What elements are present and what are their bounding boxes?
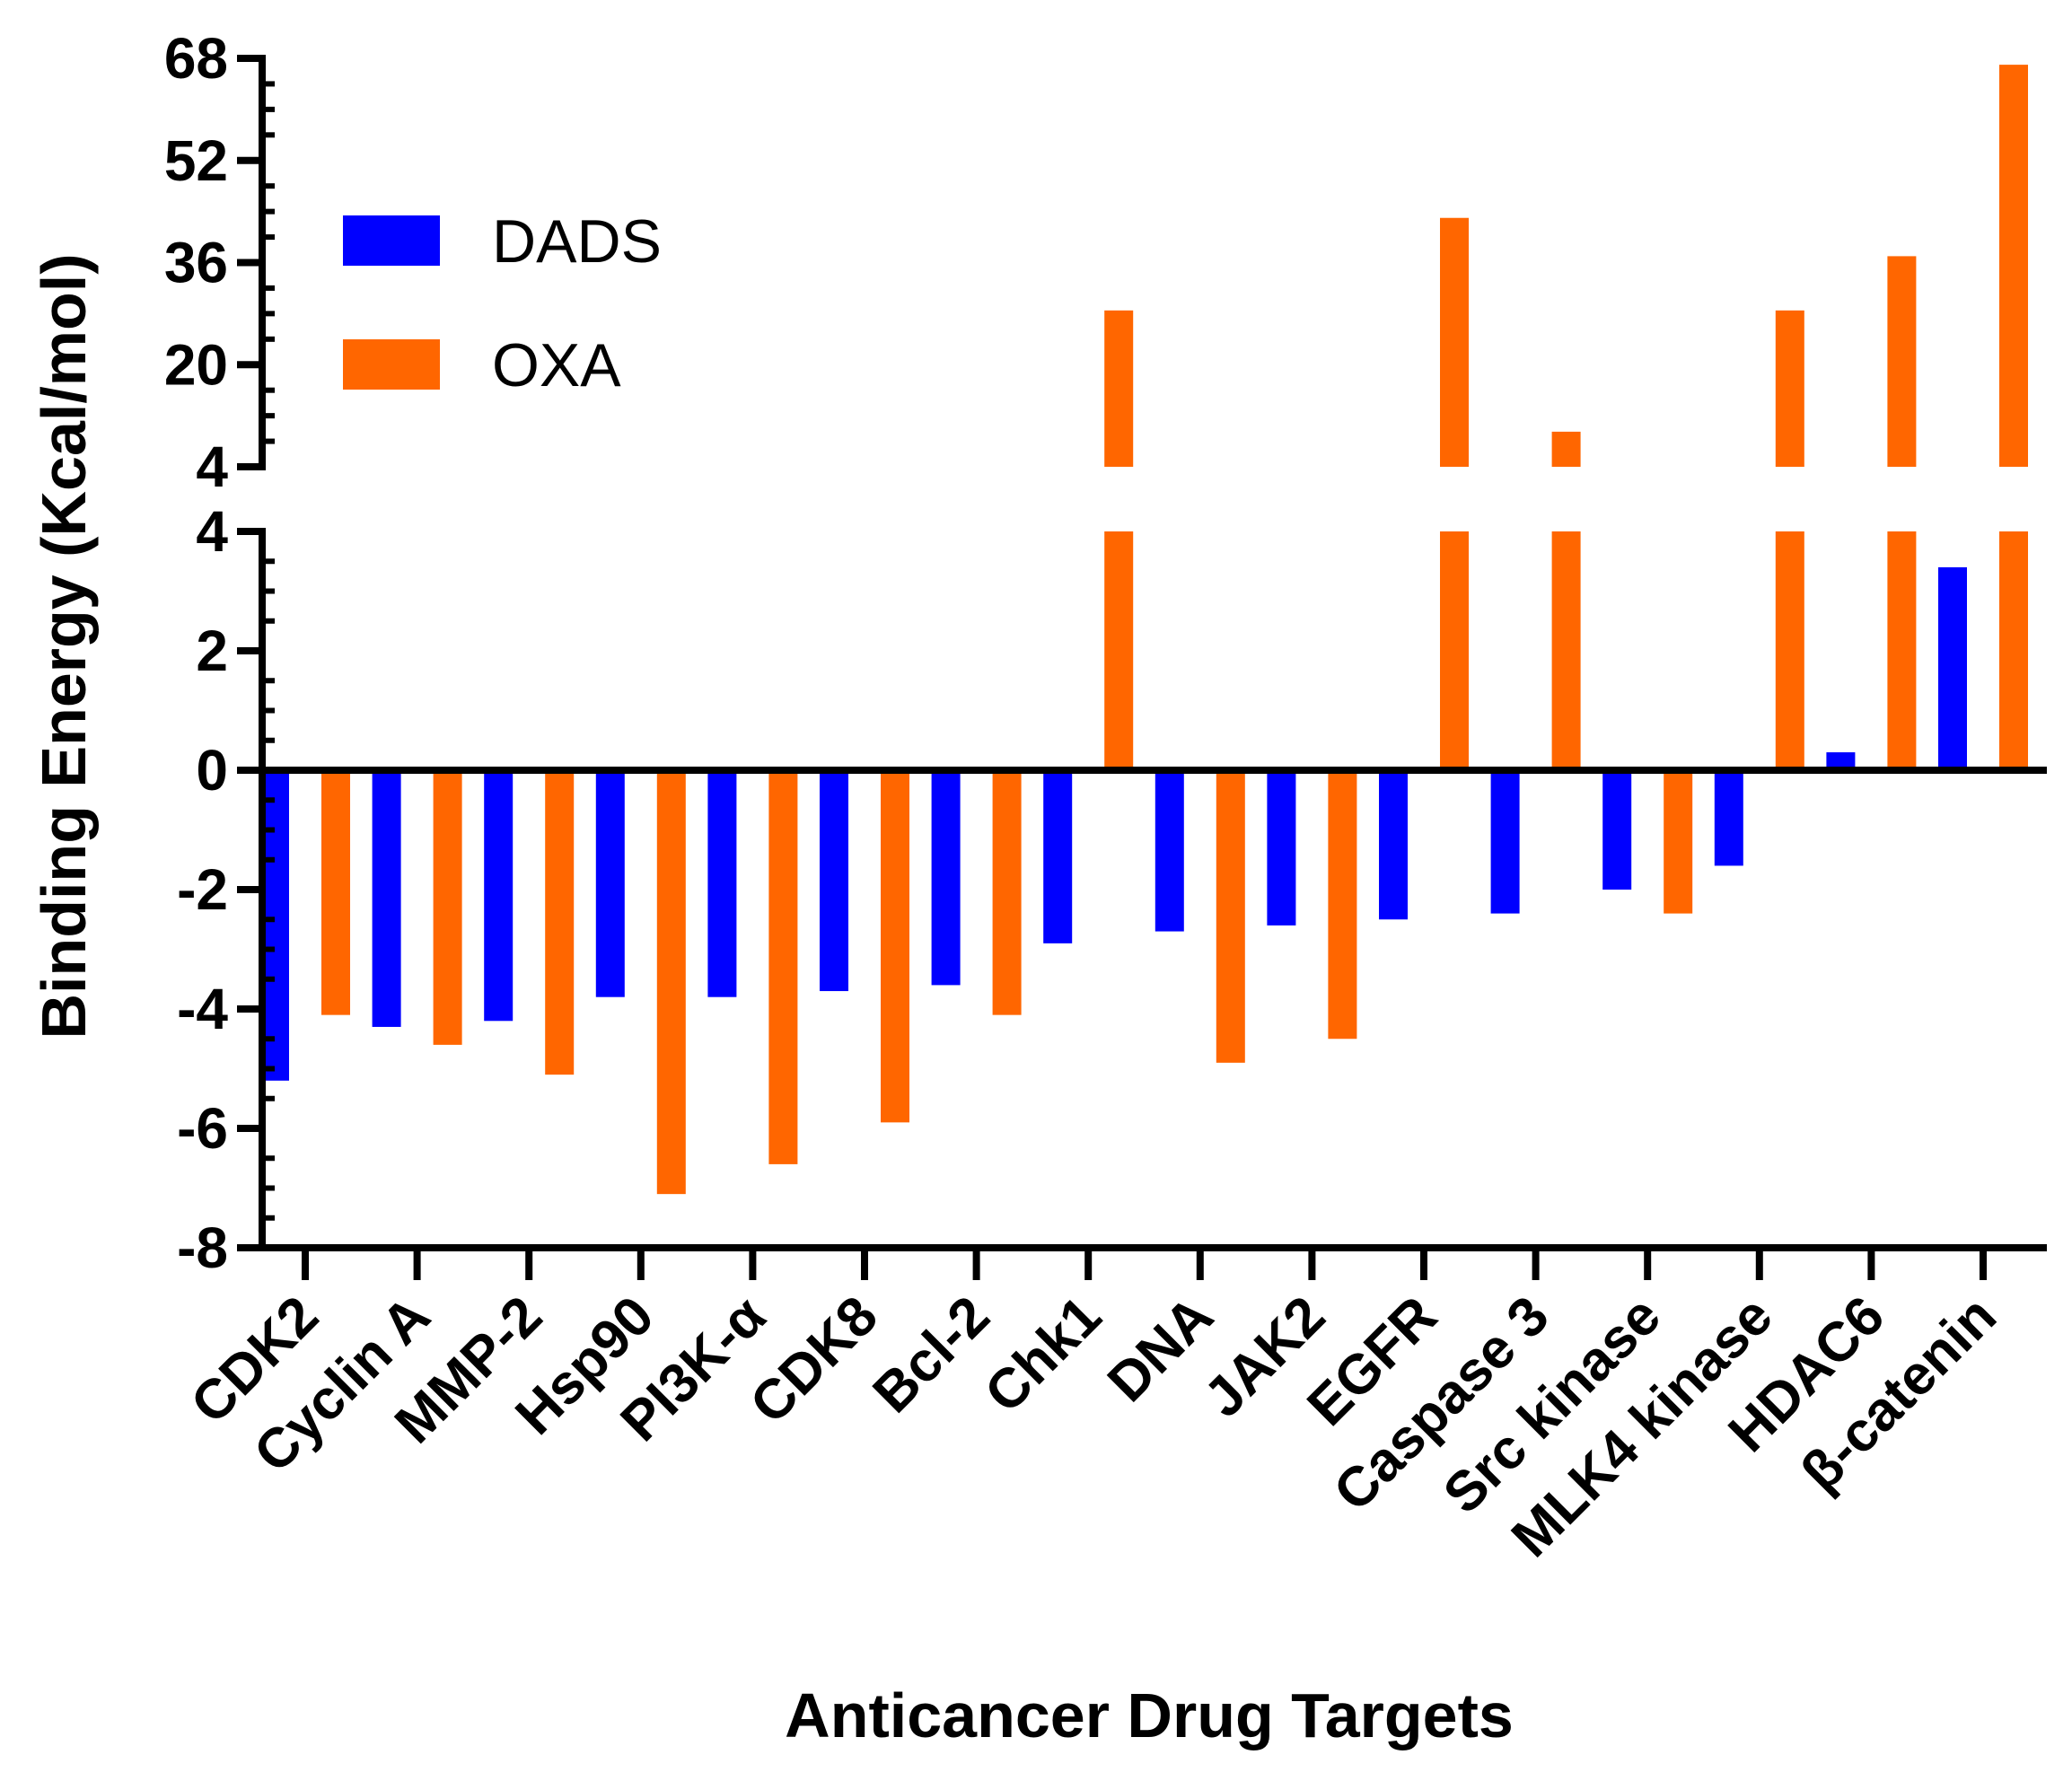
bar-oxa-9 — [1328, 770, 1357, 1040]
y-tick-label-upper: 4 — [196, 434, 228, 499]
legend-label-dads: DADS — [492, 207, 662, 276]
legend-label-oxa: OXA — [492, 331, 621, 399]
y-tick-label-lower: -8 — [177, 1215, 228, 1280]
bar-oxa-13 — [1775, 531, 1804, 770]
bar-oxa-2 — [545, 770, 575, 1075]
bar-dads-3 — [595, 770, 625, 997]
bar-dads-8 — [1155, 770, 1184, 932]
y-tick-label-lower: -6 — [177, 1096, 228, 1161]
bar-oxa-3 — [656, 770, 686, 1195]
bar-oxa-12 — [1664, 770, 1693, 914]
legend-swatch-oxa — [343, 339, 440, 390]
bar-dads-6 — [931, 770, 961, 986]
x-tick-label: Bcl-2 — [862, 1285, 1002, 1425]
bar-dads-4 — [707, 770, 737, 997]
bar-oxa-6 — [992, 770, 1022, 1015]
y-axis-title: Binding Energy (Kcal/mol) — [29, 253, 99, 1039]
legend-swatch-dads — [343, 215, 440, 266]
y-tick-label-lower: 4 — [196, 499, 228, 564]
bar-oxa-8 — [1216, 770, 1245, 1063]
y-tick-label-upper: 20 — [164, 332, 228, 397]
bar-oxa-15 — [1999, 531, 2028, 770]
bar-oxa-14 — [1887, 531, 1917, 770]
y-ticks-layer: -8 -6 -4 -2 0 2 44 20 36 52 68 — [164, 26, 275, 1280]
bar-oxa-5 — [881, 770, 909, 1123]
bar-dads-14 — [1826, 752, 1856, 770]
bar-oxa-15-upper — [1999, 65, 2028, 467]
bar-oxa-10-upper — [1440, 217, 1469, 467]
y-tick-label-upper: 52 — [164, 128, 228, 193]
bar-dads-2 — [484, 770, 514, 1022]
y-tick-label-lower: -2 — [177, 857, 228, 922]
bar-oxa-10 — [1440, 531, 1469, 770]
bar-dads-7 — [1043, 770, 1073, 943]
bar-oxa-11-upper — [1551, 431, 1581, 467]
bar-dads-5 — [820, 770, 848, 992]
bars-layer — [260, 65, 2028, 1195]
bar-dads-1 — [372, 770, 401, 1027]
x-tick-label: CDK8 — [739, 1285, 890, 1435]
y-tick-label-lower: 0 — [196, 738, 228, 803]
x-tick-label: Chk1 — [973, 1285, 1113, 1425]
bar-oxa-7-upper — [1104, 310, 1134, 467]
y-tick-label-lower: 2 — [196, 619, 228, 683]
bar-dads-11 — [1490, 770, 1520, 914]
bar-dads-12 — [1602, 770, 1632, 890]
y-tick-label-upper: 36 — [164, 231, 228, 295]
bar-dads-10 — [1379, 770, 1408, 920]
bar-oxa-14-upper — [1887, 256, 1917, 467]
bar-oxa-0 — [321, 770, 350, 1015]
y-tick-label-upper: 68 — [164, 26, 228, 91]
x-axis-title: Anticancer Drug Targets — [785, 1680, 1514, 1750]
bar-dads-9 — [1267, 770, 1296, 926]
bar-oxa-7 — [1104, 531, 1134, 770]
bar-oxa-11 — [1551, 531, 1581, 770]
legend: DADS OXA — [343, 207, 662, 399]
bar-dads-15 — [1938, 566, 1967, 770]
y-tick-label-lower: -4 — [177, 977, 228, 1041]
bar-oxa-4 — [768, 770, 798, 1164]
bar-oxa-1 — [433, 770, 462, 1045]
bar-oxa-13-upper — [1775, 310, 1804, 467]
bar-dads-13 — [1714, 770, 1743, 866]
